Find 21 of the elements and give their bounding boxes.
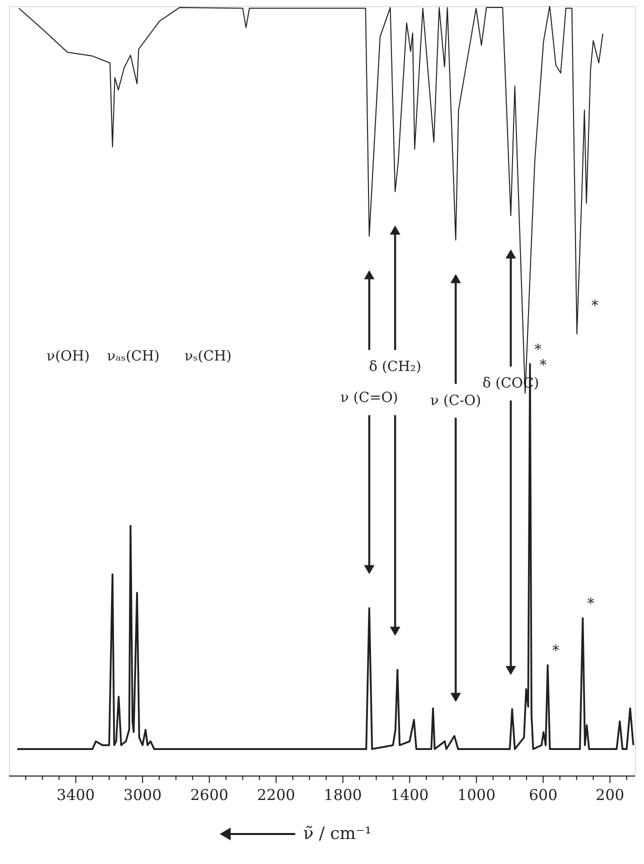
annotation: νₐₛ(CH) bbox=[107, 348, 160, 364]
x-tick-label: 1400 bbox=[390, 786, 429, 804]
x-tick-label: 3000 bbox=[123, 786, 162, 804]
annotation: ν (C=O) bbox=[340, 390, 398, 406]
annotation: νₛ(CH) bbox=[184, 348, 232, 364]
annotation: ν(OH) bbox=[46, 348, 90, 364]
annotation: δ (CH₂) bbox=[368, 358, 422, 375]
x-axis-title: ν̃ / cm⁻¹ bbox=[303, 824, 372, 844]
x-tick-label: 2200 bbox=[257, 786, 296, 804]
x-tick-label: 1800 bbox=[324, 786, 362, 804]
annotation: ν (C-O) bbox=[430, 392, 482, 409]
x-tick-label: 3400 bbox=[56, 786, 95, 804]
x-tick-label: 2600 bbox=[190, 786, 228, 804]
annotation: * bbox=[552, 643, 560, 660]
x-tick-label: 1000 bbox=[457, 786, 496, 804]
annotation: * bbox=[591, 298, 598, 314]
x-tick-label: 200 bbox=[596, 786, 624, 804]
x-tick-label: 600 bbox=[528, 786, 558, 804]
annotation: * bbox=[540, 357, 547, 374]
annotation: * bbox=[534, 342, 542, 358]
annotation: * bbox=[587, 596, 594, 612]
